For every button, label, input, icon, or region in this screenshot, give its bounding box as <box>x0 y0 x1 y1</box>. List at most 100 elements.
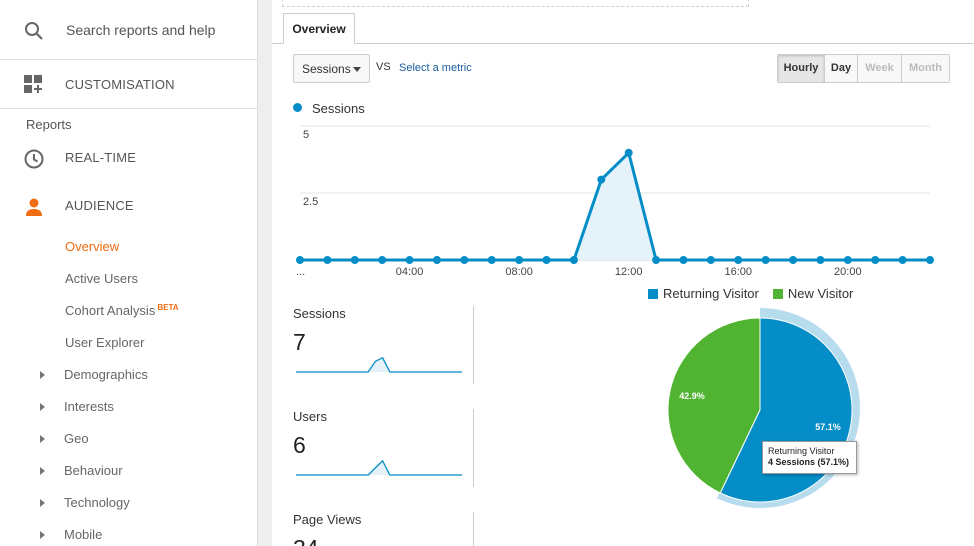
data-point <box>734 256 743 264</box>
hourly-button[interactable]: Hourly <box>778 55 825 82</box>
search-bar[interactable]: Search reports and help <box>0 0 258 60</box>
search-icon <box>23 20 45 47</box>
tab-overview[interactable]: Overview <box>283 13 355 44</box>
spark-sessions-chart <box>296 356 462 373</box>
nav-overview[interactable]: Overview <box>65 239 120 254</box>
visitor-pie-chart[interactable]: 57.1% 42.9% <box>660 306 870 516</box>
pie-slice-new-visitor <box>667 317 761 494</box>
spark-pageviews-label: Page Views <box>293 512 362 527</box>
data-point <box>789 256 798 264</box>
month-button[interactable]: Month <box>902 55 949 82</box>
data-point <box>597 175 606 184</box>
vs-label: VS <box>376 61 391 73</box>
expand-behaviour-icon[interactable] <box>40 467 45 475</box>
nav-cohort-analysis[interactable]: Cohort Analysis BETA <box>65 303 179 318</box>
series-line <box>300 151 930 262</box>
pie-legend: Returning Visitor New Visitor <box>648 286 853 301</box>
time-granularity: Hourly Day Week Month <box>777 54 950 83</box>
nav-interests[interactable]: Interests <box>64 399 114 414</box>
metric-select[interactable]: Sessions <box>293 54 370 83</box>
expand-interests-icon[interactable] <box>40 403 45 411</box>
expand-mobile-icon[interactable] <box>40 531 45 539</box>
spark-pageviews-value: 34 <box>293 535 319 546</box>
series-area <box>300 152 930 260</box>
data-point <box>898 256 907 264</box>
nav-audience[interactable]: AUDIENCE <box>0 190 258 222</box>
data-point <box>296 256 304 264</box>
x-tick-label: 20:00 <box>834 266 862 278</box>
pie-label-new: 42.9% <box>679 391 705 401</box>
sessions-chart[interactable]: 5 2.5... 04:00 08:00 12:00 16:00 20:00 <box>290 120 940 280</box>
sparkline <box>296 356 462 373</box>
nav-cohort-label: Cohort Analysis <box>65 303 156 318</box>
sidebar: Search reports and help CUSTOMISATION Re… <box>0 0 258 546</box>
spark-users-value: 6 <box>293 432 306 458</box>
data-point <box>652 256 661 264</box>
sparkline-area <box>296 460 462 475</box>
chart-legend: Sessions <box>293 101 365 116</box>
pie-tooltip: Returning Visitor 4 Sessions (57.1%) <box>762 441 857 474</box>
day-button[interactable]: Day <box>825 55 858 82</box>
data-point <box>706 256 715 264</box>
segment-drop-zone <box>282 0 749 7</box>
expand-geo-icon[interactable] <box>40 435 45 443</box>
spark-divider <box>473 409 474 487</box>
x-tick-label: ... <box>296 266 305 278</box>
nav-behaviour[interactable]: Behaviour <box>64 463 123 478</box>
data-point <box>542 256 551 264</box>
data-point <box>679 256 688 264</box>
nav-user-explorer[interactable]: User Explorer <box>65 335 145 350</box>
data-point <box>460 256 469 264</box>
legend-dot <box>293 103 302 112</box>
data-point <box>816 256 825 264</box>
search-input[interactable]: Search reports and help <box>66 22 216 38</box>
nav-geo[interactable]: Geo <box>64 431 89 446</box>
sparkline-area <box>296 357 462 372</box>
data-point <box>624 148 633 157</box>
legend-new[interactable]: New Visitor <box>772 286 853 301</box>
nav-customisation[interactable]: CUSTOMISATION <box>0 60 258 109</box>
x-tick-label: 08:00 <box>505 266 533 278</box>
data-point <box>761 256 770 264</box>
tab-divider <box>272 43 974 44</box>
reports-heading: Reports <box>26 117 72 132</box>
expand-technology-icon[interactable] <box>40 499 45 507</box>
spark-sessions-value: 7 <box>293 329 306 355</box>
nav-realtime[interactable]: REAL-TIME <box>0 142 258 174</box>
nav-mobile[interactable]: Mobile <box>64 527 103 542</box>
metric-select-value: Sessions <box>302 62 351 76</box>
data-point <box>405 256 414 264</box>
select-metric-link[interactable]: Select a metric <box>399 62 472 74</box>
pie-label-returning: 57.1% <box>815 422 841 432</box>
nav-realtime-label: REAL-TIME <box>65 150 137 165</box>
spark-users-chart <box>296 459 462 476</box>
expand-demographics-icon[interactable] <box>40 371 45 379</box>
nav-audience-label: AUDIENCE <box>65 198 134 213</box>
sparkline <box>296 459 462 476</box>
legend-sessions-label: Sessions <box>312 101 365 116</box>
data-point <box>569 256 578 264</box>
nav-active-users[interactable]: Active Users <box>65 271 138 286</box>
spark-divider <box>473 306 474 384</box>
tooltip-title: Returning Visitor <box>768 446 835 456</box>
dashboard-icon <box>24 75 44 100</box>
data-point <box>487 256 496 264</box>
x-tick-label: 16:00 <box>724 266 752 278</box>
nav-demographics[interactable]: Demographics <box>64 367 148 382</box>
week-button[interactable]: Week <box>858 55 902 82</box>
x-tick-label: 04:00 <box>396 266 424 278</box>
nav-customisation-label: CUSTOMISATION <box>65 77 175 92</box>
data-point <box>515 256 524 264</box>
legend-swatch <box>648 289 658 299</box>
clock-icon <box>23 148 45 175</box>
legend-swatch <box>772 289 783 299</box>
data-point <box>378 256 387 264</box>
data-point <box>926 256 934 264</box>
y-tick-label: 5 <box>303 129 309 141</box>
data-point <box>843 256 852 264</box>
data-point <box>432 256 441 264</box>
nav-technology[interactable]: Technology <box>64 495 130 510</box>
caret-down-icon <box>353 67 361 72</box>
spark-sessions-label: Sessions <box>293 306 346 321</box>
legend-returning[interactable]: Returning Visitor <box>648 286 759 301</box>
